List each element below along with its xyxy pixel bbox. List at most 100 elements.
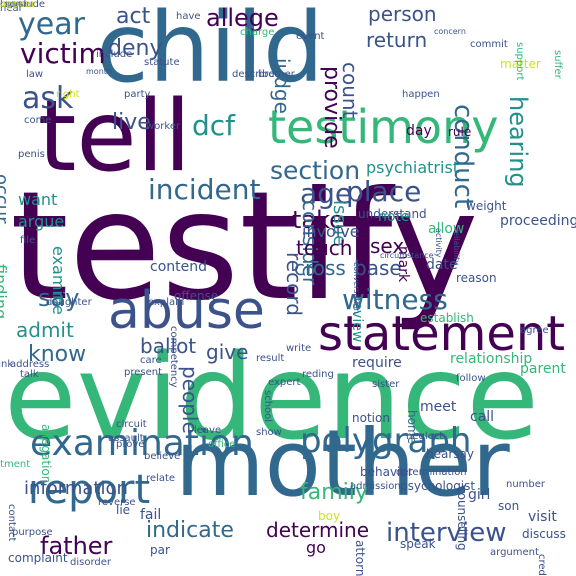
cloud-word: office [208,439,236,450]
cloud-word: sex [370,234,405,258]
cloud-word: parent [520,361,566,377]
cloud-word: determine [266,518,370,542]
cloud-word: evidence [4,328,539,466]
cloud-word: weight [466,199,507,213]
cloud-word: agree [520,325,549,336]
cloud-word: determination [396,467,467,478]
cloud-word: law [26,69,44,80]
cloud-word: involve [302,222,360,241]
cloud-word: present [124,367,163,378]
cloud-word: believe [144,451,181,462]
cloud-word: prove [116,439,145,450]
cloud-word: appear [0,0,36,10]
cloud-word: give [206,340,249,364]
cloud-word: know [28,342,87,367]
cloud-word: proceeding [500,213,576,229]
cloud-word: visit [528,509,557,525]
cloud-word: father [40,532,113,560]
cloud-word: assault [108,433,144,444]
cloud-word: include [96,49,133,60]
cloud-word: reliability [452,228,461,265]
cloud-word: circumstance [380,251,434,260]
cloud-word: speak [400,537,436,551]
cloud-word: hearsay [426,447,474,461]
cloud-word: number [506,479,546,490]
cloud-word: treatment [0,459,31,470]
cloud-word: interview [386,518,507,548]
cloud-word: file [20,235,36,246]
cloud-word: go [306,538,326,557]
cloud-word: boy [318,509,341,523]
cloud-word: establish [420,311,474,325]
cloud-word: offense [174,289,219,303]
cloud-word: tell [38,80,192,194]
cloud-word: understand [358,207,427,221]
cloud-word: witness [342,283,448,316]
cloud-word: right [56,89,80,100]
cloud-word: testimony [268,100,499,154]
cloud-word: girl [468,487,491,503]
cloud-word: admit [16,318,74,342]
cloud-word: show [256,427,282,438]
cloud-word: return [366,28,428,52]
cloud-word: reason [456,271,497,285]
cloud-word: son [498,499,520,513]
cloud-word: penis [18,149,45,160]
cloud-word: lie [116,503,131,517]
cloud-word: reding [302,369,334,380]
cloud-word: fail [140,507,162,523]
cloud-word: incident [148,173,261,206]
cloud-word: brother [258,69,295,80]
cloud-word: rule [448,125,472,139]
cloud-word: report [28,467,151,513]
cloud-word: judge [270,58,294,114]
cloud-word: party [124,89,151,100]
cloud-word: month [86,67,112,76]
cloud-word: count [338,62,362,119]
cloud-word: date [426,257,458,273]
cloud-word: deny [108,36,163,61]
cloud-word: behavior [360,465,413,479]
cloud-word: mother [175,410,510,517]
cloud-word: have [176,11,201,22]
cloud-word: charge [240,27,275,38]
cloud-word: activity [434,228,443,258]
cloud-word: information [24,478,128,499]
cloud-word: write [286,343,312,354]
cloud-word: act [116,4,151,29]
cloud-word: polygraph [300,421,472,461]
cloud-word: result [256,353,285,364]
cloud-word: concern [434,27,466,36]
cloud-word: explain [148,297,185,308]
cloud-word: person [368,2,437,26]
cloud-word: say [38,284,80,312]
cloud-word: ask [22,81,74,116]
cloud-word: statement [318,306,566,362]
cloud-word: people [178,366,202,434]
cloud-word: record [282,252,306,316]
cloud-word: allegation [39,424,53,484]
cloud-word: call [470,409,495,425]
cloud-word: psychiatrist [366,158,460,177]
cloud-word: hearing [504,96,532,188]
cloud-word: leave [194,425,222,436]
cloud-word: base [354,256,402,280]
cloud-word: house [0,0,31,10]
cloud-word: examination [30,423,254,464]
cloud-word: sister [372,379,400,390]
cloud-word: allege [206,4,279,32]
cloud-word: complaint [8,551,68,565]
cloud-word: notion [352,411,390,425]
cloud-word: room [0,0,26,10]
cloud-word: event [296,31,325,42]
cloud-word: admission [350,481,401,492]
cloud-word: happen [402,89,440,100]
cloud-word: statute [144,57,180,68]
cloud-word: abuse [108,281,265,341]
cloud-word: daughter [46,297,92,308]
cloud-word: family [300,480,368,505]
cloud-word: reverse [98,497,136,508]
cloud-word: suffer [552,50,563,79]
cloud-word: finding [0,264,10,320]
